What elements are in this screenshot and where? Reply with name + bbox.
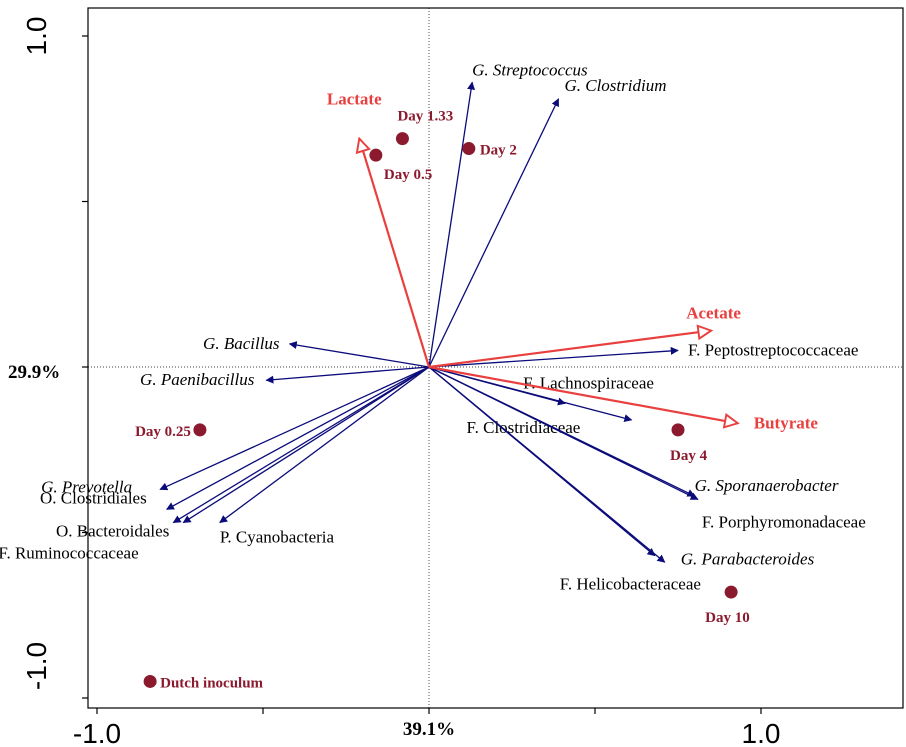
variable-arrow-butyrate	[428, 365, 738, 423]
sample-label-dutch-inoculum: Dutch inoculum	[160, 675, 263, 691]
taxon-label-g-bacillus: G. Bacillus	[203, 334, 280, 353]
taxon-label-f-peptostreptococcaceae: F. Peptostreptococcaceae	[688, 340, 858, 359]
taxon-label-f-ruminococcaceae: F. Ruminococcaceae	[0, 544, 139, 563]
sample-label-day-1-33: Day 1.33	[397, 109, 453, 125]
taxon-label-p-cyanobacteria: P. Cyanobacteria	[220, 528, 335, 547]
taxon-arrow-f-clostridiaceae	[428, 366, 633, 423]
sample-point-day-4	[671, 423, 685, 437]
taxon-arrow-f-ruminococcaceae	[172, 366, 430, 524]
sample-label-day-4: Day 4	[670, 448, 708, 464]
x-axis-center-label: 39.1%	[403, 719, 455, 740]
plot-frame	[87, 7, 904, 709]
sample-label-day-10: Day 10	[705, 610, 750, 626]
x-axis-tick-max: 1.0	[742, 718, 781, 747]
sample-label-day-2: Day 2	[480, 143, 517, 159]
sample-label-day-0-25: Day 0.25	[135, 424, 191, 440]
taxon-arrow-g-prevotella	[159, 366, 430, 491]
taxon-label-g-streptococcus: G. Streptococcus	[472, 60, 588, 79]
taxon-label-o-clostridiales: O. Clostridiales	[40, 488, 147, 507]
variable-arrow-acetate	[428, 331, 711, 369]
variable-label-acetate: Acetate	[686, 304, 741, 323]
taxon-arrow-g-bacillus	[288, 341, 430, 368]
sample-point-day-10	[724, 585, 738, 599]
taxon-label-g-sporanaerobacter: G. Sporanaerobacter	[695, 476, 839, 495]
taxon-arrow-g-paenibacillus	[265, 366, 430, 384]
taxon-arrow-o-bacteroidales	[182, 366, 430, 524]
taxon-label-f-clostridiaceae: F. Clostridiaceae	[467, 418, 581, 437]
variable-label-lactate: Lactate	[327, 90, 382, 109]
variable-label-butyrate: Butyrate	[754, 413, 819, 432]
x-axis-tick-min: -1.0	[73, 718, 121, 747]
sample-point-dutch-inoculum	[143, 674, 157, 688]
taxon-arrow-g-streptococcus	[428, 81, 476, 368]
sample-point-day-2	[462, 142, 476, 156]
sample-point-day-1-33	[395, 132, 409, 146]
taxon-arrow-f-porphyromonadaceae	[428, 366, 699, 500]
sample-point-day-0-25	[193, 423, 207, 437]
taxon-label-g-parabacteroides: G. Parabacteroides	[681, 549, 815, 568]
y-axis-center-label: 29.9%	[8, 362, 60, 383]
y-axis-tick-max: 1.0	[21, 17, 52, 56]
taxon-arrow-o-clostridiales	[166, 366, 430, 510]
taxon-label-f-lachnospiraceae: F. Lachnospiraceae	[523, 373, 654, 392]
taxon-label-g-prevotella: G. Prevotella	[41, 477, 132, 496]
taxon-label-g-clostridium: G. Clostridium	[564, 76, 666, 95]
sample-point-day-0-5	[369, 148, 383, 162]
y-axis-tick-min: -1.0	[21, 642, 52, 690]
sample-label-day-0-5: Day 0.5	[384, 167, 432, 183]
variable-arrow-lactate	[359, 139, 431, 368]
taxon-arrow-g-clostridium	[428, 98, 560, 368]
taxon-label-o-bacteroidales: O. Bacteroidales	[56, 522, 169, 541]
taxon-label-g-paenibacillus: G. Paenibacillus	[140, 370, 255, 389]
taxon-arrow-p-cyanobacteria	[219, 366, 430, 524]
taxon-label-f-helicobacteraceae: F. Helicobacteraceae	[560, 575, 701, 594]
taxon-arrow-f-helicobacteraceae	[428, 366, 656, 557]
taxon-arrow-f-peptostreptococcaceae	[428, 346, 679, 368]
taxon-label-f-porphyromonadaceae: F. Porphyromonadaceae	[702, 512, 866, 531]
